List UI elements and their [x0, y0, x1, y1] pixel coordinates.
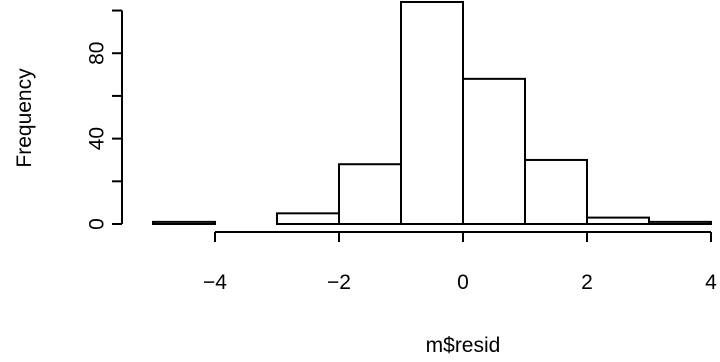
x-axis-tick-label-3: 0	[457, 271, 469, 294]
histogram-bar-4	[338, 163, 402, 225]
y-axis-tick-label-3: 40	[86, 127, 109, 150]
x-axis-tick-label-1: −4	[203, 271, 227, 294]
x-axis: −4 −2 0 2 4	[203, 231, 717, 294]
histogram-bar-1	[152, 220, 216, 225]
histogram-bar-6	[462, 77, 526, 225]
histogram-bar-9	[648, 220, 712, 225]
histogram-bars	[152, 1, 712, 226]
y-axis-tick-label-5: 80	[86, 42, 109, 65]
histogram-bar-8	[586, 216, 650, 226]
histogram-bar-3	[276, 212, 340, 226]
x-axis-title: m$resid	[426, 334, 501, 357]
x-axis-tick-label-4: 2	[581, 271, 593, 294]
histogram-bar-5	[400, 1, 464, 225]
histogram-bar-7	[524, 158, 588, 226]
x-axis-tick-label-5: 4	[705, 271, 717, 294]
y-axis: 0 40 80	[86, 9, 123, 230]
y-axis-title: Frequency	[13, 68, 36, 168]
x-axis-tick-label-2: −2	[327, 271, 351, 294]
y-axis-tick-label-1: 0	[86, 218, 109, 230]
